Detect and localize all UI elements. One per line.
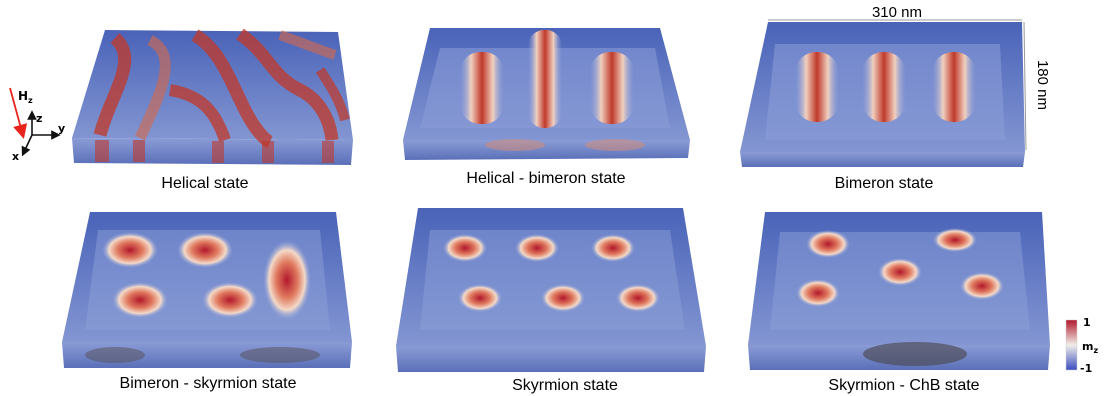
z-label: z bbox=[36, 112, 42, 125]
bimeron bbox=[932, 52, 976, 122]
skyrmion bbox=[458, 284, 502, 312]
caption-skyrmion-chb: Skyrmion - ChB state bbox=[828, 377, 979, 394]
colorbar-max: 1 bbox=[1083, 316, 1091, 329]
slab-front bbox=[403, 140, 690, 160]
bimeron bbox=[862, 52, 906, 122]
width-label: 310 nm bbox=[872, 4, 922, 21]
skyrmion bbox=[878, 258, 922, 286]
colorbar-quantity: mz bbox=[1082, 340, 1098, 355]
depth-label: 180 nm bbox=[1034, 60, 1051, 110]
x-label: x bbox=[12, 150, 19, 163]
bimeron bbox=[263, 240, 311, 320]
field-label: Hz bbox=[18, 89, 33, 105]
skyrmion bbox=[202, 282, 258, 318]
skyrmion bbox=[177, 232, 233, 268]
slab-front bbox=[396, 346, 706, 372]
skyrmion bbox=[102, 232, 158, 268]
front-stripes bbox=[95, 140, 334, 163]
skyrmion bbox=[616, 284, 660, 312]
panel-bimeron bbox=[740, 19, 1027, 167]
caption-skyrmion: Skyrmion state bbox=[512, 377, 618, 394]
caption-helical-bimeron: Helical - bimeron state bbox=[466, 170, 625, 187]
skyrmion bbox=[515, 234, 559, 262]
caption-bimeron-skyrmion: Bimeron - skyrmion state bbox=[120, 375, 297, 392]
bimeron-stripe bbox=[590, 52, 634, 124]
panel-bimeron-skyrmion bbox=[62, 212, 352, 368]
axes-triad: Hz z y x bbox=[9, 87, 65, 163]
helical-stripes bbox=[93, 28, 350, 149]
colorbar-min: -1 bbox=[1080, 362, 1092, 375]
skyrmion bbox=[960, 272, 1004, 300]
caption-helical: Helical state bbox=[161, 175, 248, 192]
bimeron bbox=[795, 52, 839, 122]
bimeron-stripe bbox=[460, 52, 504, 124]
colorbar: 1 mz -1 bbox=[1065, 316, 1098, 375]
panel-skyrmion-chb bbox=[748, 212, 1050, 370]
panel-helical-bimeron bbox=[403, 28, 690, 160]
depth-bracket bbox=[1023, 21, 1027, 151]
skyrmion bbox=[541, 284, 585, 312]
skyrmion bbox=[591, 234, 635, 262]
skyrmion bbox=[806, 230, 850, 258]
bimeron-stripe bbox=[528, 30, 562, 128]
skyrmion bbox=[443, 234, 487, 262]
caption-bimeron: Bimeron state bbox=[835, 175, 934, 192]
x-axis bbox=[21, 134, 33, 157]
chiral-bobber bbox=[933, 228, 977, 252]
field-arrow bbox=[9, 87, 28, 139]
skyrmion bbox=[112, 282, 168, 318]
slab-front bbox=[740, 152, 1025, 167]
panel-skyrmion bbox=[396, 208, 706, 372]
colorbar-gradient bbox=[1065, 319, 1078, 371]
panel-helical bbox=[72, 28, 353, 165]
skyrmion bbox=[796, 279, 840, 307]
y-label: y bbox=[58, 122, 65, 135]
slab-top bbox=[72, 30, 353, 140]
